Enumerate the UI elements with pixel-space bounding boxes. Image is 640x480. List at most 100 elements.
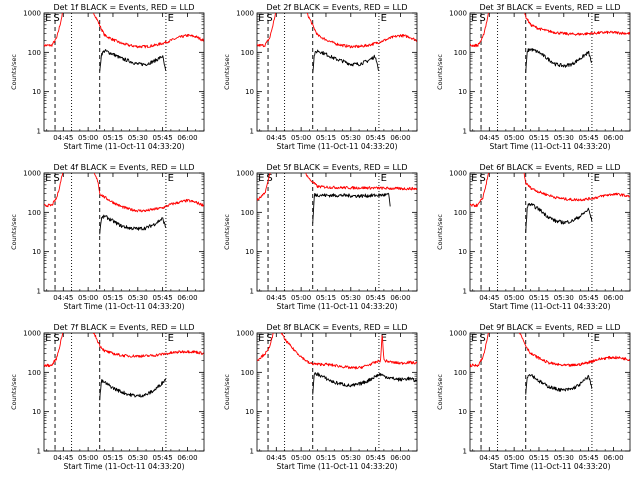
- y-tick-label: 1000: [23, 330, 41, 338]
- interval-marker: S: [266, 173, 272, 184]
- interval-marker: E: [258, 173, 264, 184]
- series-group: [470, 173, 630, 233]
- x-tick-label: 05:45: [153, 294, 173, 302]
- interval-marker: S: [266, 13, 272, 24]
- series-line-lld: [44, 333, 204, 368]
- x-tick-label: 05:15: [316, 454, 336, 462]
- x-axis-label: Start Time (11-Oct-11 04:33:20): [276, 142, 397, 151]
- x-tick-label: 05:45: [153, 454, 173, 462]
- y-tick-label: 1000: [449, 170, 467, 178]
- interval-marker: E: [594, 173, 600, 184]
- x-tick-label: 05:15: [316, 134, 336, 142]
- interval-marker: E: [45, 13, 51, 24]
- x-axis-label: Start Time (11-Oct-11 04:33:20): [276, 302, 397, 311]
- y-tick-label: 100: [28, 209, 41, 217]
- panel-title: Det 7f BLACK = Events, RED = LLD: [53, 323, 194, 332]
- x-tick-label: 05:15: [103, 454, 123, 462]
- y-tick-label: 1000: [23, 170, 41, 178]
- interval-marker: E: [45, 173, 51, 184]
- x-axis-label: Start Time (11-Oct-11 04:33:20): [489, 142, 610, 151]
- y-tick-label: 1000: [236, 10, 254, 18]
- interval-marker: S: [266, 333, 272, 344]
- y-tick-label: 10: [458, 248, 467, 256]
- x-tick-label: 04:45: [266, 454, 286, 462]
- x-tick-label: 06:00: [603, 134, 623, 142]
- panel-title: Det 6f BLACK = Events, RED = LLD: [479, 163, 620, 172]
- y-axis-label: Counts/sec: [10, 214, 18, 250]
- interval-marker: E: [381, 333, 387, 344]
- series-line-events: [312, 372, 417, 395]
- x-tick-label: 05:15: [529, 294, 549, 302]
- y-tick-label: 1000: [449, 330, 467, 338]
- x-tick-label: 05:15: [103, 294, 123, 302]
- y-tick-label: 1000: [236, 330, 254, 338]
- x-tick-label: 05:30: [554, 134, 574, 142]
- interval-marker: E: [594, 333, 600, 344]
- x-tick-label: 05:15: [529, 134, 549, 142]
- y-tick-label: 1000: [449, 10, 467, 18]
- series-group: [257, 333, 417, 395]
- x-tick-label: 05:15: [316, 294, 336, 302]
- y-tick-label: 100: [454, 369, 467, 377]
- x-tick-label: 04:45: [266, 134, 286, 142]
- y-tick-label: 1: [37, 288, 41, 296]
- series-line-lld: [44, 13, 204, 49]
- y-tick-label: 10: [458, 88, 467, 96]
- y-tick-label: 1000: [23, 10, 41, 18]
- plot-frame: [43, 12, 205, 132]
- x-tick-label: 05:15: [103, 134, 123, 142]
- y-tick-label: 100: [241, 369, 254, 377]
- x-axis-label: Start Time (11-Oct-11 04:33:20): [63, 142, 184, 151]
- series-line-events: [525, 202, 593, 233]
- x-tick-label: 05:30: [341, 134, 361, 142]
- x-tick-label: 05:00: [504, 454, 524, 462]
- x-tick-label: 05:45: [579, 294, 599, 302]
- x-tick-label: 05:00: [504, 294, 524, 302]
- panel-title: Det 8f BLACK = Events, RED = LLD: [266, 323, 407, 332]
- y-axis-label: Counts/sec: [223, 214, 231, 250]
- y-tick-label: 1: [250, 448, 254, 456]
- panel-9: Det 9f BLACK = Events, RED = LLD 1000 100 1…: [436, 323, 631, 471]
- x-tick-label: 05:30: [128, 134, 148, 142]
- panel-3: Det 3f BLACK = Events, RED = LLD 1000 100 1…: [436, 3, 631, 151]
- y-tick-label: 1: [250, 288, 254, 296]
- series-line-events: [99, 378, 167, 401]
- plot-frame: [469, 12, 631, 132]
- y-tick-label: 10: [245, 408, 254, 416]
- x-tick-label: 05:00: [78, 454, 98, 462]
- series-group: [44, 173, 204, 235]
- x-tick-label: 04:45: [479, 134, 499, 142]
- x-tick-label: 04:45: [479, 454, 499, 462]
- series-line-events: [525, 48, 592, 73]
- interval-marker: E: [258, 13, 264, 24]
- x-tick-label: 05:30: [341, 454, 361, 462]
- y-axis-label: Counts/sec: [223, 374, 231, 410]
- x-tick-label: 04:45: [53, 294, 73, 302]
- plot-frame: [256, 172, 418, 292]
- y-tick-label: 100: [454, 49, 467, 57]
- y-tick-label: 100: [28, 369, 41, 377]
- x-tick-label: 06:00: [390, 294, 410, 302]
- y-tick-label: 10: [32, 248, 41, 256]
- series-group: [257, 173, 417, 224]
- interval-marker: E: [594, 13, 600, 24]
- interval-marker: S: [479, 333, 485, 344]
- series-line-lld: [257, 13, 417, 49]
- interval-marker: E: [381, 173, 387, 184]
- x-tick-label: 05:45: [579, 134, 599, 142]
- y-axis-label: Counts/sec: [436, 54, 444, 90]
- series-line-events: [99, 214, 167, 235]
- plot-frame: [43, 332, 205, 452]
- x-axis-label: Start Time (11-Oct-11 04:33:20): [63, 302, 184, 311]
- panel-8: Det 8f BLACK = Events, RED = LLD 1000 100 1…: [223, 323, 418, 471]
- interval-marker: S: [479, 173, 485, 184]
- interval-marker: E: [381, 13, 387, 24]
- interval-marker: S: [53, 333, 59, 344]
- interval-marker: E: [168, 173, 174, 184]
- interval-marker: S: [53, 13, 59, 24]
- series-line-lld: [44, 173, 204, 213]
- y-tick-label: 100: [241, 49, 254, 57]
- interval-marker: E: [471, 333, 477, 344]
- x-tick-label: 04:45: [479, 294, 499, 302]
